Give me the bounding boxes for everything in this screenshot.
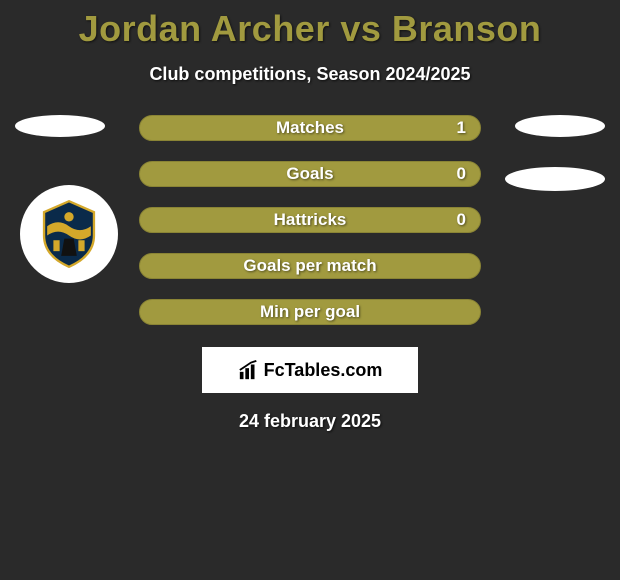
stat-bar-goals: Goals 0 [139, 161, 481, 187]
watermark-text: FcTables.com [264, 360, 383, 381]
crest-icon [30, 195, 108, 273]
stat-value: 0 [457, 210, 466, 230]
page-title: Jordan Archer vs Branson [0, 0, 620, 50]
decor-ellipse [515, 115, 605, 137]
comparison-panel: Matches 1 Goals 0 Hattricks 0 Goals per … [0, 115, 620, 432]
watermark: FcTables.com [202, 347, 418, 393]
stat-bar-min-per-goal: Min per goal [139, 299, 481, 325]
stat-label: Goals [286, 164, 333, 184]
stat-value: 0 [457, 164, 466, 184]
stat-label: Min per goal [260, 302, 360, 322]
stat-label: Goals per match [243, 256, 376, 276]
date-text: 24 february 2025 [0, 411, 620, 432]
stat-value: 1 [457, 118, 466, 138]
club-badge [20, 185, 118, 283]
stat-label: Matches [276, 118, 344, 138]
bars-icon [238, 359, 260, 381]
decor-ellipse [15, 115, 105, 137]
stat-bar-matches: Matches 1 [139, 115, 481, 141]
stat-bar-hattricks: Hattricks 0 [139, 207, 481, 233]
subtitle: Club competitions, Season 2024/2025 [0, 64, 620, 85]
stat-label: Hattricks [274, 210, 347, 230]
decor-ellipse [505, 167, 605, 191]
stat-bar-goals-per-match: Goals per match [139, 253, 481, 279]
